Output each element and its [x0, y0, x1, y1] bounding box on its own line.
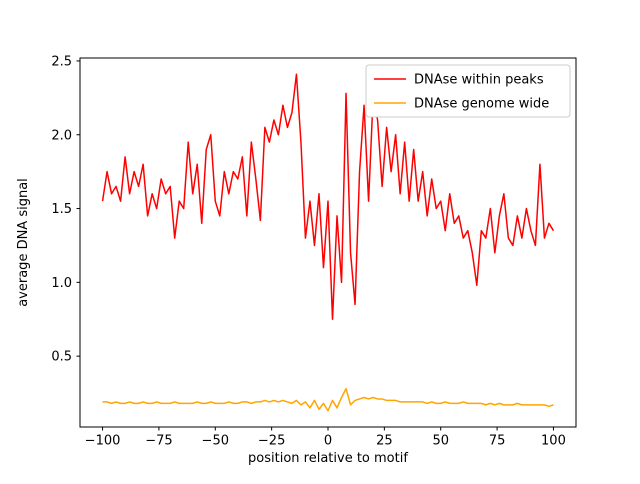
- x-tick-label: 0: [324, 434, 332, 449]
- y-tick-label: 1.0: [51, 276, 72, 291]
- x-tick-label: −25: [258, 434, 285, 449]
- x-tick-label: 50: [432, 434, 449, 449]
- plot-area: [101, 73, 555, 412]
- y-tick-label: 1.5: [51, 202, 72, 217]
- legend-label-dnase-within-peaks: DNAse within peaks: [414, 73, 544, 88]
- legend-box: [365, 64, 571, 118]
- y-axis-label: average DNA signal: [16, 178, 31, 307]
- series-line-dnase-within-peaks: [101, 73, 555, 320]
- y-tick-label: 2.0: [51, 128, 72, 143]
- x-axis-ticks: −100 −75 −50 −25 0 25 50 75 100: [85, 427, 566, 449]
- legend: DNAse within peaks DNAse genome wide: [365, 64, 571, 118]
- legend-label-dnase-genome-wide: DNAse genome wide: [414, 97, 549, 112]
- x-tick-label: −50: [202, 434, 229, 449]
- x-tick-label: 75: [489, 434, 506, 449]
- y-tick-label: 2.5: [51, 54, 72, 69]
- x-tick-label: −100: [85, 434, 121, 449]
- x-tick-label: 100: [541, 434, 566, 449]
- y-tick-label: 0.5: [51, 350, 72, 365]
- legend-item-dnase-genome-wide: DNAse genome wide: [374, 97, 549, 112]
- x-tick-label: −75: [145, 434, 172, 449]
- x-tick-label: 25: [376, 434, 393, 449]
- x-axis-label: position relative to motif: [248, 451, 408, 466]
- series-line-dnase-genome-wide: [102, 387, 554, 412]
- legend-item-dnase-within-peaks: DNAse within peaks: [374, 73, 544, 88]
- y-axis-ticks: 0.5 1.0 1.5 2.0 2.5: [51, 54, 80, 365]
